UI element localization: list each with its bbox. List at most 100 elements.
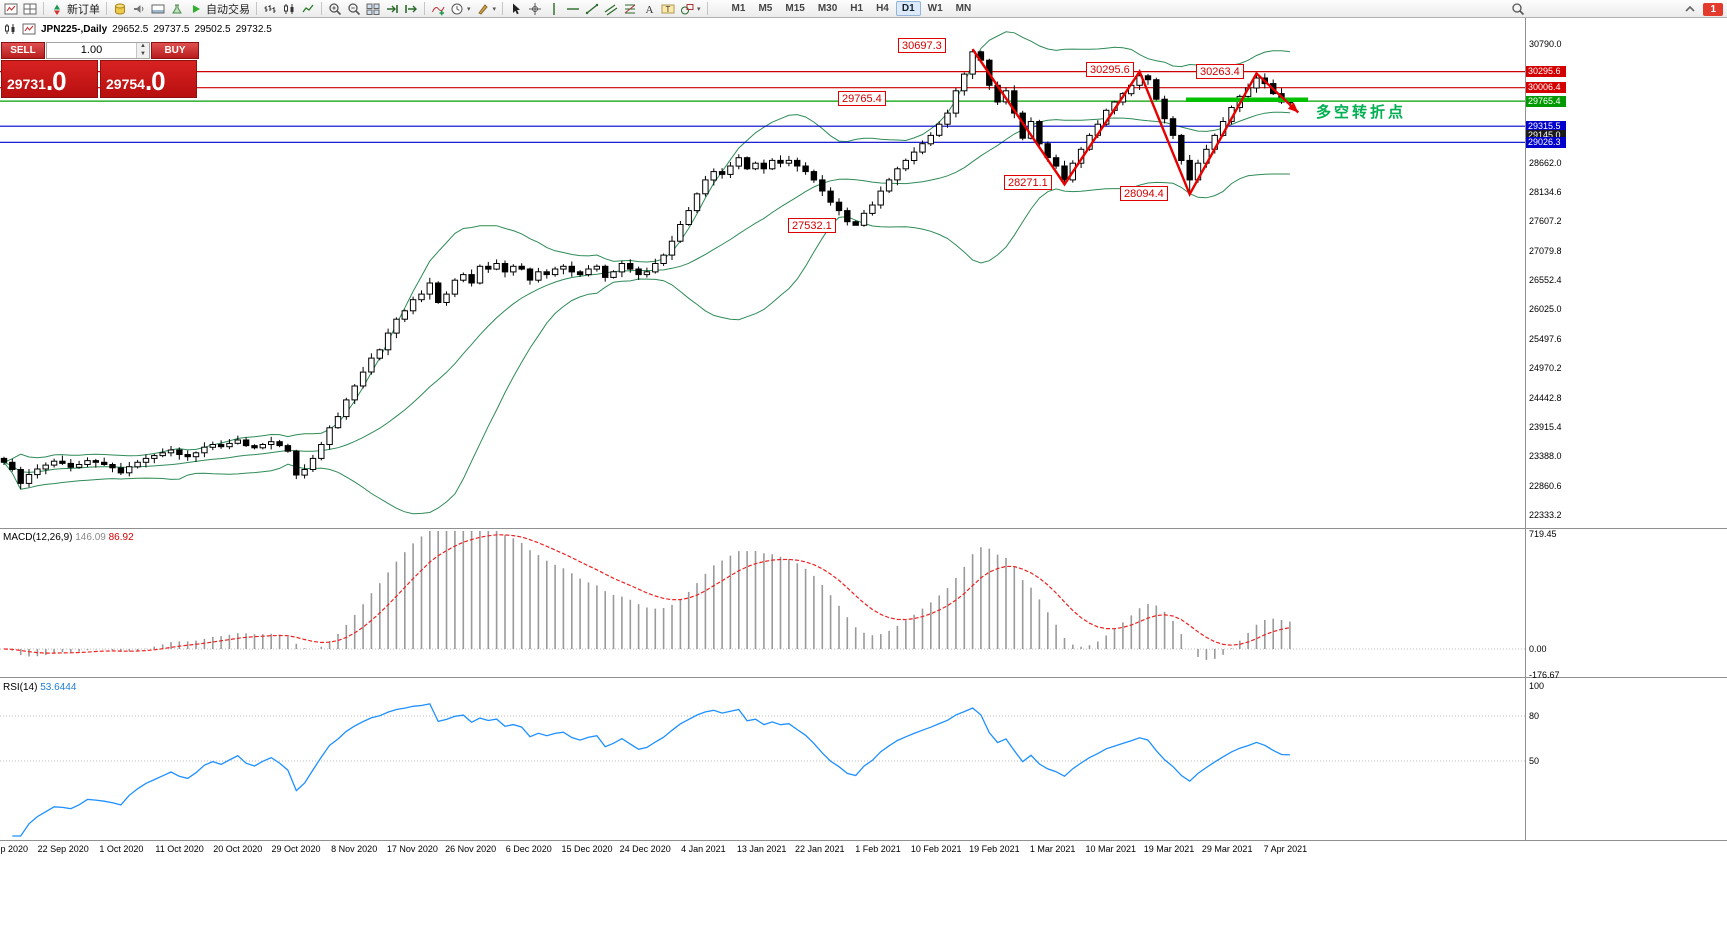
autotrading-button[interactable]: 自动交易 (187, 1, 252, 17)
indicators-icon (431, 2, 445, 16)
label-icon[interactable]: T (659, 1, 677, 17)
zoom-in-icon[interactable] (326, 1, 344, 17)
dropdown-caret-icon: ▾ (492, 5, 497, 13)
buy-price-panel[interactable]: 29754 .0 (100, 60, 197, 98)
toolbar-items: 新订单 自动交易 ▾ ▾ A T ▾ (2, 1, 711, 17)
new-chart-icon[interactable] (2, 1, 20, 17)
crosshair-icon[interactable] (526, 1, 544, 17)
date-axis-label: 1 Feb 2021 (855, 844, 901, 854)
price-annotation[interactable]: 28271.1 (1004, 175, 1052, 190)
candle-chart-icon[interactable] (280, 1, 298, 17)
date-axis-label: 13 Jan 2021 (736, 844, 787, 854)
strategy-tester-icon[interactable] (168, 1, 186, 17)
sell-price-frac: .0 (45, 66, 67, 96)
ohlc-open: 29652.5 (112, 23, 149, 35)
bar-chart-icon[interactable] (261, 1, 279, 17)
history-center-icon[interactable] (111, 1, 129, 17)
macd-axis-tick: 0.00 (1529, 644, 1547, 654)
support-zone (1186, 97, 1308, 103)
buy-button[interactable]: BUY (151, 42, 199, 59)
sell-price: 29731 (7, 76, 46, 92)
sell-price-panel[interactable]: 29731 .0 (1, 60, 98, 98)
date-axis-label: 7 Apr 2021 (1263, 844, 1308, 854)
price-axis-tick: 26552.4 (1529, 275, 1562, 285)
macd-indicator (0, 531, 1525, 660)
indicators-icon[interactable] (429, 1, 447, 17)
ohlc-high: 29737.5 (153, 23, 190, 35)
date-axis-label: 10 Mar 2021 (1085, 844, 1137, 854)
tile-windows-icon[interactable] (364, 1, 382, 17)
price-axis-box: 29026.3 (1526, 136, 1566, 148)
timeframe-m15[interactable]: M15 (785, 3, 805, 14)
periods-icon[interactable]: ▾ (448, 1, 473, 17)
profiles-icon[interactable] (21, 1, 39, 17)
shapes-icon[interactable]: ▾ (678, 1, 703, 17)
text-icon: A (642, 2, 656, 16)
timeframe-m1[interactable]: M1 (731, 3, 746, 14)
notification-badge[interactable]: 1 (1703, 2, 1723, 16)
price-annotation[interactable]: 28094.4 (1120, 186, 1168, 201)
toolbar-separator (502, 2, 504, 15)
channel-icon[interactable] (602, 1, 620, 17)
zoom-out-icon[interactable] (345, 1, 363, 17)
timeframe-h4[interactable]: H4 (876, 3, 889, 14)
support-zone-line[interactable] (1186, 97, 1308, 103)
strategy-tester-icon (170, 2, 184, 16)
timeframe-m30[interactable]: M30 (817, 3, 838, 14)
chart-canvas[interactable] (0, 18, 1727, 859)
price-axis-box: 29315.5 (1526, 120, 1566, 132)
date-axis-label: 29 Oct 2020 (271, 844, 321, 854)
svg-text:A: A (646, 4, 654, 16)
volume-up-icon[interactable]: ▲ (137, 43, 149, 51)
timeframe-w1[interactable]: W1 (927, 3, 943, 14)
turning-point-note[interactable]: 多空转折点 (1316, 104, 1407, 121)
timeframe-d1[interactable]: D1 (895, 1, 921, 16)
cursor-icon[interactable] (507, 1, 525, 17)
price-annotation[interactable]: 29765.4 (838, 91, 886, 106)
date-axis-label: 19 Feb 2021 (969, 844, 1020, 854)
trendline-icon[interactable] (583, 1, 601, 17)
price-annotation[interactable]: 30295.6 (1086, 62, 1134, 77)
price-annotation[interactable]: 27532.1 (788, 218, 836, 233)
cursor-icon (509, 2, 523, 16)
templates-icon[interactable]: ▾ (474, 1, 499, 17)
text-icon[interactable]: A (640, 1, 658, 17)
zigzag-trendline[interactable] (971, 48, 1300, 197)
label-icon: T (661, 2, 675, 16)
candle-chart-icon (282, 2, 296, 16)
new-order-button[interactable]: 新订单 (48, 1, 102, 17)
date-axis-label: 4 Jan 2021 (681, 844, 726, 854)
sell-button[interactable]: SELL (1, 42, 45, 59)
timeframe-mn[interactable]: MN (955, 3, 972, 14)
date-axis-label: 10 Feb 2021 (910, 844, 962, 854)
price-axis-tick: 23388.0 (1529, 451, 1562, 462)
volume-stepper[interactable]: 1.00 ▲ ▼ (46, 42, 150, 59)
vertical-line-icon[interactable] (545, 1, 563, 17)
chart-window[interactable]: JPN225-,Daily 29652.5 29737.5 29502.5 29… (0, 18, 1727, 943)
terminal-icon[interactable] (149, 1, 167, 17)
rsi-name: RSI(14) (3, 682, 38, 693)
line-chart-icon[interactable] (299, 1, 317, 17)
chart-shift-icon[interactable] (402, 1, 420, 17)
auto-scroll-icon[interactable] (383, 1, 401, 17)
chart-window-mini-icon (22, 22, 36, 36)
price-annotation[interactable]: 30697.3 (898, 38, 946, 53)
alerts-icon[interactable] (130, 1, 148, 17)
trendline-icon (585, 2, 599, 16)
price-annotation[interactable]: 30263.4 (1196, 64, 1244, 79)
date-axis-label: 11 Oct 2020 (155, 844, 204, 854)
macd-signal-value: 86.92 (108, 532, 134, 543)
channel-icon (604, 2, 618, 16)
search-icon[interactable] (1511, 2, 1525, 16)
new-order-button (50, 2, 64, 16)
timeframe-m5[interactable]: M5 (758, 3, 773, 14)
toolbar-separator (424, 2, 425, 15)
crosshair-icon (528, 2, 542, 16)
volume-down-icon[interactable]: ▼ (137, 50, 149, 58)
chevron-up-icon[interactable] (1683, 2, 1697, 16)
horizontal-line-icon[interactable] (564, 1, 582, 17)
volume-spin-buttons[interactable]: ▲ ▼ (136, 43, 149, 58)
timeframe-h1[interactable]: H1 (850, 3, 864, 14)
fibonacci-icon[interactable] (621, 1, 639, 17)
volume-value[interactable]: 1.00 (80, 44, 103, 56)
